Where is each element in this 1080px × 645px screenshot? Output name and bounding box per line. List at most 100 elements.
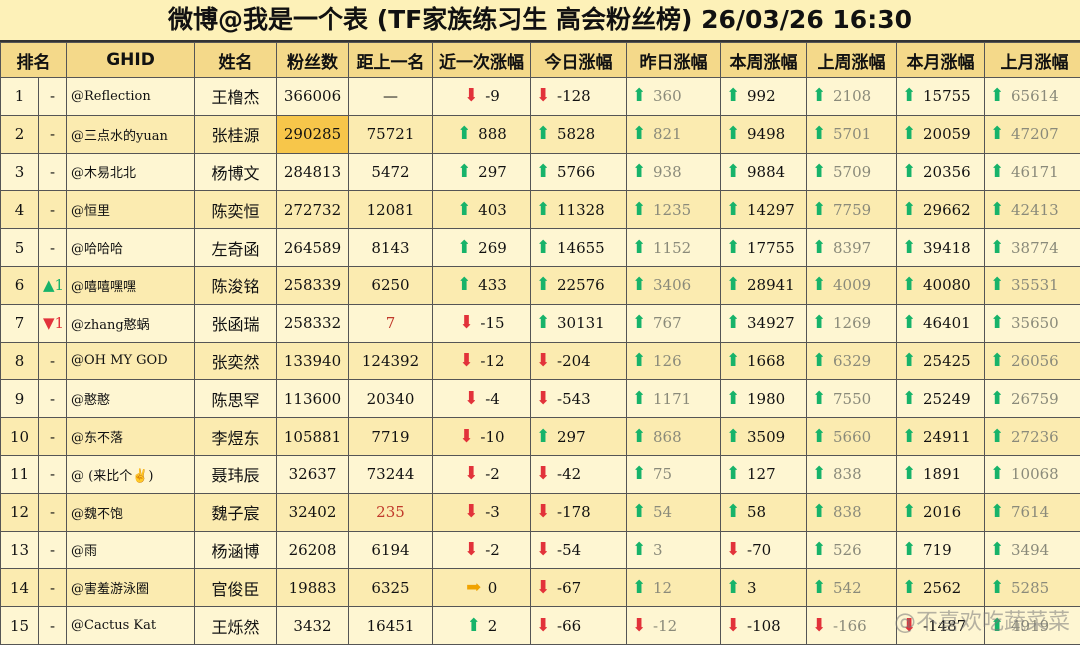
header-today: 今日涨幅 bbox=[531, 43, 627, 78]
value-lastmonth: 27236 bbox=[1011, 428, 1059, 446]
value-today: 5766 bbox=[557, 163, 595, 181]
value-lastweek: 838 bbox=[833, 503, 862, 521]
arrow-up-icon: ⬆ bbox=[901, 240, 917, 256]
cell-lastmonth: ⬆7614 bbox=[985, 493, 1080, 531]
value-today: 5828 bbox=[557, 125, 595, 143]
value-lastweek: -166 bbox=[833, 617, 867, 635]
value-lastmonth: 35650 bbox=[1011, 314, 1059, 332]
value-recent: 297 bbox=[478, 163, 507, 181]
arrow-up-icon: ⬆ bbox=[631, 391, 647, 407]
cell-lastweek: ⬆526 bbox=[807, 531, 897, 569]
arrow-up-icon: ⬆ bbox=[989, 429, 1005, 445]
cell-today: ⬆5766 bbox=[531, 153, 627, 191]
arrow-up-icon: ⬆ bbox=[456, 164, 472, 180]
value-month: 24911 bbox=[923, 428, 971, 446]
cell-lastweek: ⬆838 bbox=[807, 493, 897, 531]
arrow-up-icon: ⬆ bbox=[989, 164, 1005, 180]
cell-change: - bbox=[39, 191, 67, 229]
value-lastmonth: 38774 bbox=[1011, 239, 1059, 257]
cell-lastmonth: ⬆26759 bbox=[985, 380, 1080, 418]
arrow-up-icon: ⬆ bbox=[631, 504, 647, 520]
value-lastweek: 2108 bbox=[833, 87, 871, 105]
cell-today: ⬆11328 bbox=[531, 191, 627, 229]
cell-recent: ⬇-2 bbox=[433, 531, 531, 569]
cell-name: 张函瑞 bbox=[195, 304, 277, 342]
arrow-down-icon: ⬇ bbox=[725, 618, 741, 634]
cell-today: ⬆30131 bbox=[531, 304, 627, 342]
cell-rank: 5 bbox=[1, 229, 39, 267]
value-today: -543 bbox=[557, 390, 591, 408]
arrow-down-icon: ⬇ bbox=[458, 353, 474, 369]
arrow-up-icon: ⬆ bbox=[989, 277, 1005, 293]
cell-change: - bbox=[39, 569, 67, 607]
arrow-up-icon: ⬆ bbox=[466, 618, 482, 634]
cell-month: ⬆46401 bbox=[897, 304, 985, 342]
arrow-up-icon: ⬆ bbox=[811, 542, 827, 558]
cell-change: - bbox=[39, 78, 67, 116]
value-recent: -3 bbox=[485, 503, 500, 521]
cell-rank: 7 bbox=[1, 304, 39, 342]
arrow-up-icon: ⬆ bbox=[725, 202, 741, 218]
value-recent: -10 bbox=[480, 428, 504, 446]
arrow-up-icon: ⬆ bbox=[725, 504, 741, 520]
arrow-up-icon: ⬆ bbox=[631, 466, 647, 482]
cell-recent: ⬇-2 bbox=[433, 455, 531, 493]
value-lastweek: 7759 bbox=[833, 201, 871, 219]
header-week: 本周涨幅 bbox=[721, 43, 807, 78]
value-lastweek: 8397 bbox=[833, 239, 871, 257]
cell-gap: 8143 bbox=[349, 229, 433, 267]
cell-today: ⬇-54 bbox=[531, 531, 627, 569]
value-month: 2016 bbox=[923, 503, 961, 521]
value-week: 14297 bbox=[747, 201, 795, 219]
value-lastmonth: 42413 bbox=[1011, 201, 1059, 219]
arrow-up-icon: ⬆ bbox=[631, 126, 647, 142]
value-recent: -4 bbox=[485, 390, 500, 408]
cell-gap: 6250 bbox=[349, 266, 433, 304]
cell-fans: 258332 bbox=[277, 304, 349, 342]
cell-name: 杨涵博 bbox=[195, 531, 277, 569]
cell-gap: 235 bbox=[349, 493, 433, 531]
value-recent: 0 bbox=[488, 579, 498, 597]
cell-rank: 9 bbox=[1, 380, 39, 418]
header-month: 本月涨幅 bbox=[897, 43, 985, 78]
arrow-up-icon: ⬆ bbox=[725, 429, 741, 445]
arrow-up-icon: ⬆ bbox=[631, 542, 647, 558]
cell-gap: 7 bbox=[349, 304, 433, 342]
value-month: 25249 bbox=[923, 390, 971, 408]
cell-recent: ⬆2 bbox=[433, 607, 531, 645]
arrow-down-icon: ⬇ bbox=[458, 315, 474, 331]
arrow-up-icon: ⬆ bbox=[901, 429, 917, 445]
value-recent: -2 bbox=[485, 541, 500, 559]
cell-change: - bbox=[39, 531, 67, 569]
arrow-up-icon: ⬆ bbox=[456, 126, 472, 142]
arrow-up-icon: ⬆ bbox=[989, 542, 1005, 558]
cell-month: ⬆25249 bbox=[897, 380, 985, 418]
arrow-up-icon: ⬆ bbox=[989, 391, 1005, 407]
value-week: 3 bbox=[747, 579, 757, 597]
arrow-down-icon: ⬇ bbox=[458, 429, 474, 445]
cell-change: - bbox=[39, 455, 67, 493]
value-today: -54 bbox=[557, 541, 581, 559]
value-recent: -15 bbox=[480, 314, 504, 332]
value-yesterday: 360 bbox=[653, 87, 682, 105]
value-lastweek: 542 bbox=[833, 579, 862, 597]
cell-recent: ⬆433 bbox=[433, 266, 531, 304]
cell-lastmonth: ⬆ 27236 bbox=[985, 418, 1080, 456]
arrow-up-icon: ⬆ bbox=[631, 429, 647, 445]
header-ghid: GHID bbox=[67, 43, 195, 78]
value-today: -128 bbox=[557, 87, 591, 105]
value-month: 25425 bbox=[923, 352, 971, 370]
value-yesterday: 1235 bbox=[653, 201, 691, 219]
arrow-down-icon: ⬇ bbox=[463, 466, 479, 482]
value-month: 29662 bbox=[923, 201, 971, 219]
cell-fans: 264589 bbox=[277, 229, 349, 267]
cell-change: - bbox=[39, 418, 67, 456]
ranking-table: 排名 GHID 姓名 粉丝数 距上一名 近一次涨幅 今日涨幅 昨日涨幅 本周涨幅… bbox=[0, 42, 1080, 645]
cell-yesterday: ⬆54 bbox=[627, 493, 721, 531]
arrow-up-icon: ⬆ bbox=[535, 315, 551, 331]
value-today: -178 bbox=[557, 503, 591, 521]
arrow-up-icon: ⬆ bbox=[989, 88, 1005, 104]
value-month: 20059 bbox=[923, 125, 971, 143]
